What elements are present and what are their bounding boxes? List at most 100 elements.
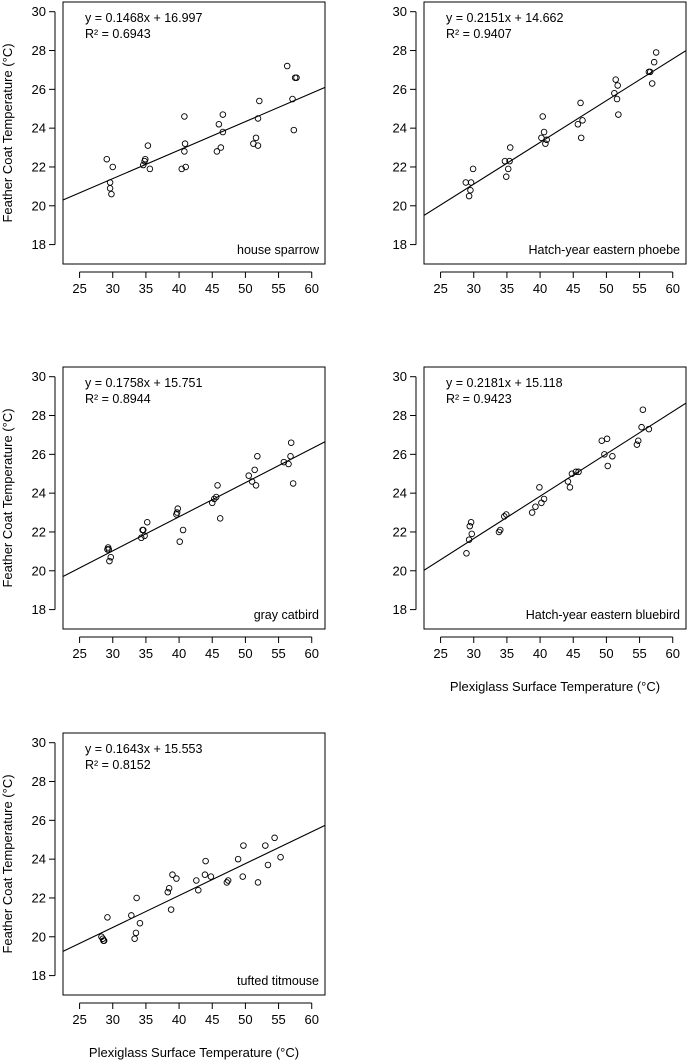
data-point [542, 140, 549, 147]
data-point [178, 165, 185, 173]
data-point [169, 871, 176, 878]
y-tick-label: 22 [393, 524, 407, 539]
x-tick-label: 25 [72, 281, 86, 296]
y-tick-label: 26 [393, 82, 407, 97]
data-point [223, 879, 231, 886]
data-point [173, 875, 180, 882]
data-point [181, 113, 188, 120]
y-tick-label: 24 [32, 486, 46, 501]
data-point [167, 906, 175, 913]
data-point [215, 121, 223, 128]
plot-frame [62, 366, 326, 630]
scatter-panel: 25 30 35 40 45 50 55 60 18 20 22 24 26 28 30 y = 0.1643… [0, 732, 326, 1060]
scatter-panel: 25 30 35 40 45 50 55 60 18 20 22 24 26 28 30 y = 0.2181… [393, 366, 687, 694]
x-tick-label: 25 [72, 646, 86, 661]
data-point [528, 509, 536, 516]
data-point [506, 144, 514, 151]
x-tick-label: 50 [238, 281, 252, 296]
y-tick-label: 28 [393, 43, 407, 58]
x-tick-label: 40 [172, 646, 186, 661]
data-point [575, 468, 582, 476]
y-tick-label: 30 [32, 369, 46, 384]
data-point [287, 439, 295, 446]
data-point [502, 173, 510, 180]
data-point [612, 76, 619, 83]
data-point [216, 515, 224, 522]
data-point [532, 503, 539, 510]
r-squared: R² = 0.9423 [446, 392, 512, 406]
y-tick-label: 22 [393, 159, 407, 174]
data-point [574, 121, 582, 128]
data-point [615, 111, 622, 118]
plot-frame [62, 1, 326, 265]
x-tick-label: 50 [599, 281, 613, 296]
y-tick-label: 28 [32, 43, 46, 58]
data-point [256, 97, 263, 105]
r-squared: R² = 0.9407 [446, 27, 512, 41]
y-tick-label: 24 [32, 121, 46, 136]
r-squared: R² = 0.8944 [85, 392, 151, 406]
data-point [290, 126, 298, 134]
x-tick-label: 35 [139, 1012, 153, 1027]
data-point [648, 80, 656, 87]
data-point [100, 937, 108, 944]
x-tick-label: 55 [632, 646, 646, 661]
x-tick-label: 25 [433, 646, 447, 661]
data-point [289, 480, 297, 487]
y-tick-label: 18 [393, 237, 407, 252]
data-point [138, 534, 145, 542]
trendline [63, 86, 325, 201]
plot-frame [62, 732, 326, 996]
data-point [506, 157, 513, 165]
data-point [601, 451, 608, 458]
x-tick-label: 45 [205, 646, 219, 661]
data-point [131, 935, 138, 942]
x-tick-label: 30 [106, 1012, 120, 1027]
x-tick-label: 55 [271, 1012, 285, 1027]
data-point [146, 165, 154, 173]
y-axis-title: Feather Coat Temperature (°C) [0, 408, 15, 587]
data-point [652, 49, 660, 56]
data-point [579, 117, 586, 124]
data-point [182, 163, 189, 171]
data-point [639, 406, 647, 413]
x-tick-label: 40 [533, 646, 547, 661]
data-point [285, 460, 292, 468]
data-point [538, 499, 545, 507]
data-point [501, 513, 508, 520]
data-point [538, 134, 545, 142]
data-point [254, 879, 262, 886]
scatter-panel: 25 30 35 40 45 50 55 60 18 20 22 24 26 28 30 y = 0.1468… [0, 1, 326, 296]
x-tick-label: 35 [139, 281, 153, 296]
x-axis-title: Plexiglass Surface Temperature (°C) [89, 1045, 299, 1060]
data-point [143, 519, 151, 526]
data-point [646, 68, 654, 76]
data-point [502, 511, 510, 518]
data-point [179, 526, 187, 534]
y-tick-label: 20 [32, 563, 46, 578]
x-tick-label: 55 [271, 281, 285, 296]
x-tick-label: 60 [665, 646, 679, 661]
data-point [603, 435, 611, 443]
data-point [108, 190, 115, 198]
data-point [193, 877, 200, 884]
data-point [466, 522, 474, 530]
y-tick-label: 22 [32, 524, 46, 539]
data-point [614, 82, 621, 89]
data-point [604, 462, 611, 470]
x-tick-label: 40 [172, 281, 186, 296]
data-point [173, 509, 181, 516]
data-point [277, 853, 284, 861]
r-squared: R² = 0.8152 [85, 758, 151, 772]
data-point [283, 62, 291, 70]
data-point [212, 493, 220, 501]
x-tick-label: 45 [566, 281, 580, 296]
data-point [564, 478, 572, 485]
x-tick-label: 55 [632, 281, 646, 296]
data-point [133, 894, 140, 902]
x-tick-label: 60 [665, 281, 679, 296]
data-point [497, 526, 504, 534]
x-tick-label: 60 [304, 646, 318, 661]
x-tick-label: 45 [205, 1012, 219, 1027]
y-tick-label: 20 [32, 929, 46, 944]
